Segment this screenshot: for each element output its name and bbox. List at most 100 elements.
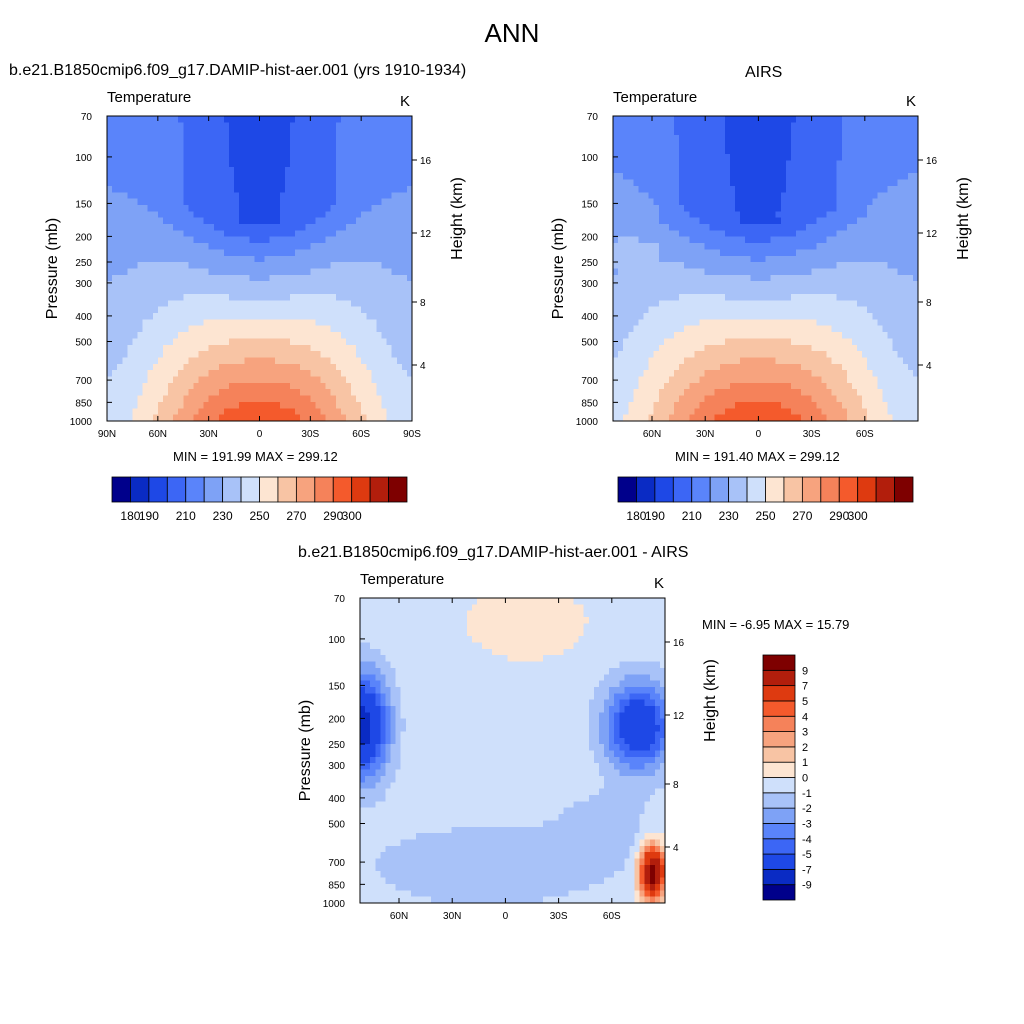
panel3-title: b.e21.B1850cmip6.f09_g17.DAMIP-hist-aer.…	[298, 544, 689, 561]
colorbar-label: 2	[802, 742, 808, 754]
colorbar-swatch	[820, 476, 840, 503]
panel3-ytick-label: 300	[328, 761, 345, 772]
panel2-ytick-label: 1000	[576, 417, 599, 428]
colorbar-swatch	[728, 476, 748, 503]
panel1-xtick-label: 90N	[98, 429, 116, 440]
panel2-ytick-label: 200	[581, 232, 598, 243]
panel1-ytick-label: 70	[81, 112, 93, 123]
colorbar-swatch	[762, 853, 796, 870]
panel2-ytick-right-label: 16	[926, 156, 938, 167]
panel1-ytick-label: 150	[75, 199, 92, 210]
colorbar-swatch	[746, 476, 766, 503]
panel3-xtick-label: 0	[503, 911, 509, 922]
colorbar-swatch	[617, 476, 637, 503]
colorbar-label: 270	[286, 509, 306, 523]
panel1-plot	[106, 115, 417, 422]
panel2-ytick-right-label: 12	[926, 229, 938, 240]
panel3-ytick-right-label: 4	[673, 843, 679, 854]
colorbar-swatch	[691, 476, 711, 503]
colorbar-swatch	[762, 884, 796, 901]
colorbar-label: 3	[802, 727, 808, 739]
panel1-ytick-label: 200	[75, 232, 92, 243]
panel2-plot	[612, 115, 923, 422]
colorbar-swatch	[295, 476, 316, 503]
panel3-units-label: K	[654, 575, 665, 592]
colorbar-label: 210	[176, 509, 196, 523]
panel3-colorbar	[762, 654, 796, 901]
panel1-units-label: K	[400, 93, 411, 110]
figure-title: ANN	[484, 18, 540, 48]
colorbar-swatch	[222, 476, 242, 503]
colorbar-label: -3	[802, 818, 812, 830]
panel3-ytick-label: 70	[334, 594, 346, 605]
panel2-ytick-label: 300	[581, 279, 598, 290]
colorbar-swatch	[388, 476, 408, 503]
panel3-variable-label: Temperature	[360, 571, 445, 588]
panel3-ytick-label: 400	[328, 794, 345, 805]
colorbar-label: -5	[802, 849, 812, 861]
panel2-xtick-label: 30S	[803, 429, 821, 440]
colorbar-swatch	[762, 731, 796, 748]
colorbar-swatch	[314, 476, 334, 503]
panel2-field	[613, 116, 919, 422]
colorbar-label: 300	[342, 509, 362, 523]
colorbar-swatch	[762, 838, 796, 855]
colorbar-swatch	[765, 476, 785, 503]
panel3-xtick-label: 30N	[443, 911, 461, 922]
colorbar-swatch	[762, 868, 796, 886]
colorbar-label: 1	[802, 757, 808, 769]
panel1-xtick-label: 60S	[352, 429, 370, 440]
colorbar-swatch	[369, 476, 389, 503]
panel3-ytick-label: 100	[328, 635, 345, 646]
colorbar-swatch	[783, 476, 803, 503]
colorbar-label: 9	[802, 665, 808, 677]
colorbar-swatch	[762, 823, 796, 840]
panel3-ytick-right-label: 16	[673, 638, 685, 649]
colorbar-label: 180	[120, 509, 140, 523]
panel3-frame	[359, 597, 666, 904]
panel3-field	[360, 598, 666, 904]
panel3-ylabel-right: Height (km)	[702, 659, 719, 742]
panel2-ytick-label: 700	[581, 376, 598, 387]
colorbar-swatch	[111, 476, 131, 503]
panel2-xtick-label: 30N	[696, 429, 714, 440]
panel3-ytick-label: 700	[328, 858, 345, 869]
colorbar-swatch	[762, 761, 796, 778]
colorbar-label: 7	[802, 681, 808, 693]
colorbar-swatch	[277, 476, 297, 503]
panel1-title: b.e21.B1850cmip6.f09_g17.DAMIP-hist-aer.…	[9, 62, 467, 79]
panel2-colorbar	[617, 476, 914, 503]
panel2-ytick-label: 250	[581, 258, 598, 269]
panel3-ytick-right-label: 12	[673, 711, 685, 722]
panel3-ytick-label: 150	[328, 681, 345, 692]
panel1-ytick-label: 400	[75, 312, 92, 323]
colorbar-swatch	[857, 476, 877, 503]
panel1-colorbar	[111, 476, 408, 503]
panel2-title: AIRS	[745, 64, 783, 81]
colorbar-label: 290	[829, 509, 849, 523]
colorbar-swatch	[762, 777, 796, 794]
colorbar-swatch	[801, 476, 822, 503]
panel1-xtick-label: 30S	[301, 429, 319, 440]
colorbar-label: 5	[802, 696, 808, 708]
panel2-stats: MIN = 191.40 MAX = 299.12	[675, 449, 840, 464]
panel2-xtick-label: 0	[756, 429, 762, 440]
panel2-xtick-label: 60S	[856, 429, 874, 440]
colorbar-swatch	[672, 476, 693, 503]
panel3-xtick-label: 60S	[603, 911, 621, 922]
colorbar-swatch	[654, 476, 674, 503]
panel2-ylabel-right: Height (km)	[955, 177, 972, 260]
panel3-xtick-label: 30S	[550, 911, 568, 922]
colorbar-label: -2	[802, 803, 812, 815]
panel1-ylabel: Pressure (mb)	[44, 218, 61, 319]
colorbar-swatch	[762, 654, 796, 671]
panel2-ytick-label: 150	[581, 199, 598, 210]
panel2-ytick-label: 500	[581, 338, 598, 349]
panel2-ytick-right-label: 4	[926, 361, 932, 372]
colorbar-label: 250	[755, 509, 775, 523]
colorbar-label: 210	[682, 509, 702, 523]
panel2-variable-label: Temperature	[613, 89, 698, 106]
colorbar-swatch	[762, 792, 796, 809]
colorbar-swatch	[636, 476, 656, 503]
